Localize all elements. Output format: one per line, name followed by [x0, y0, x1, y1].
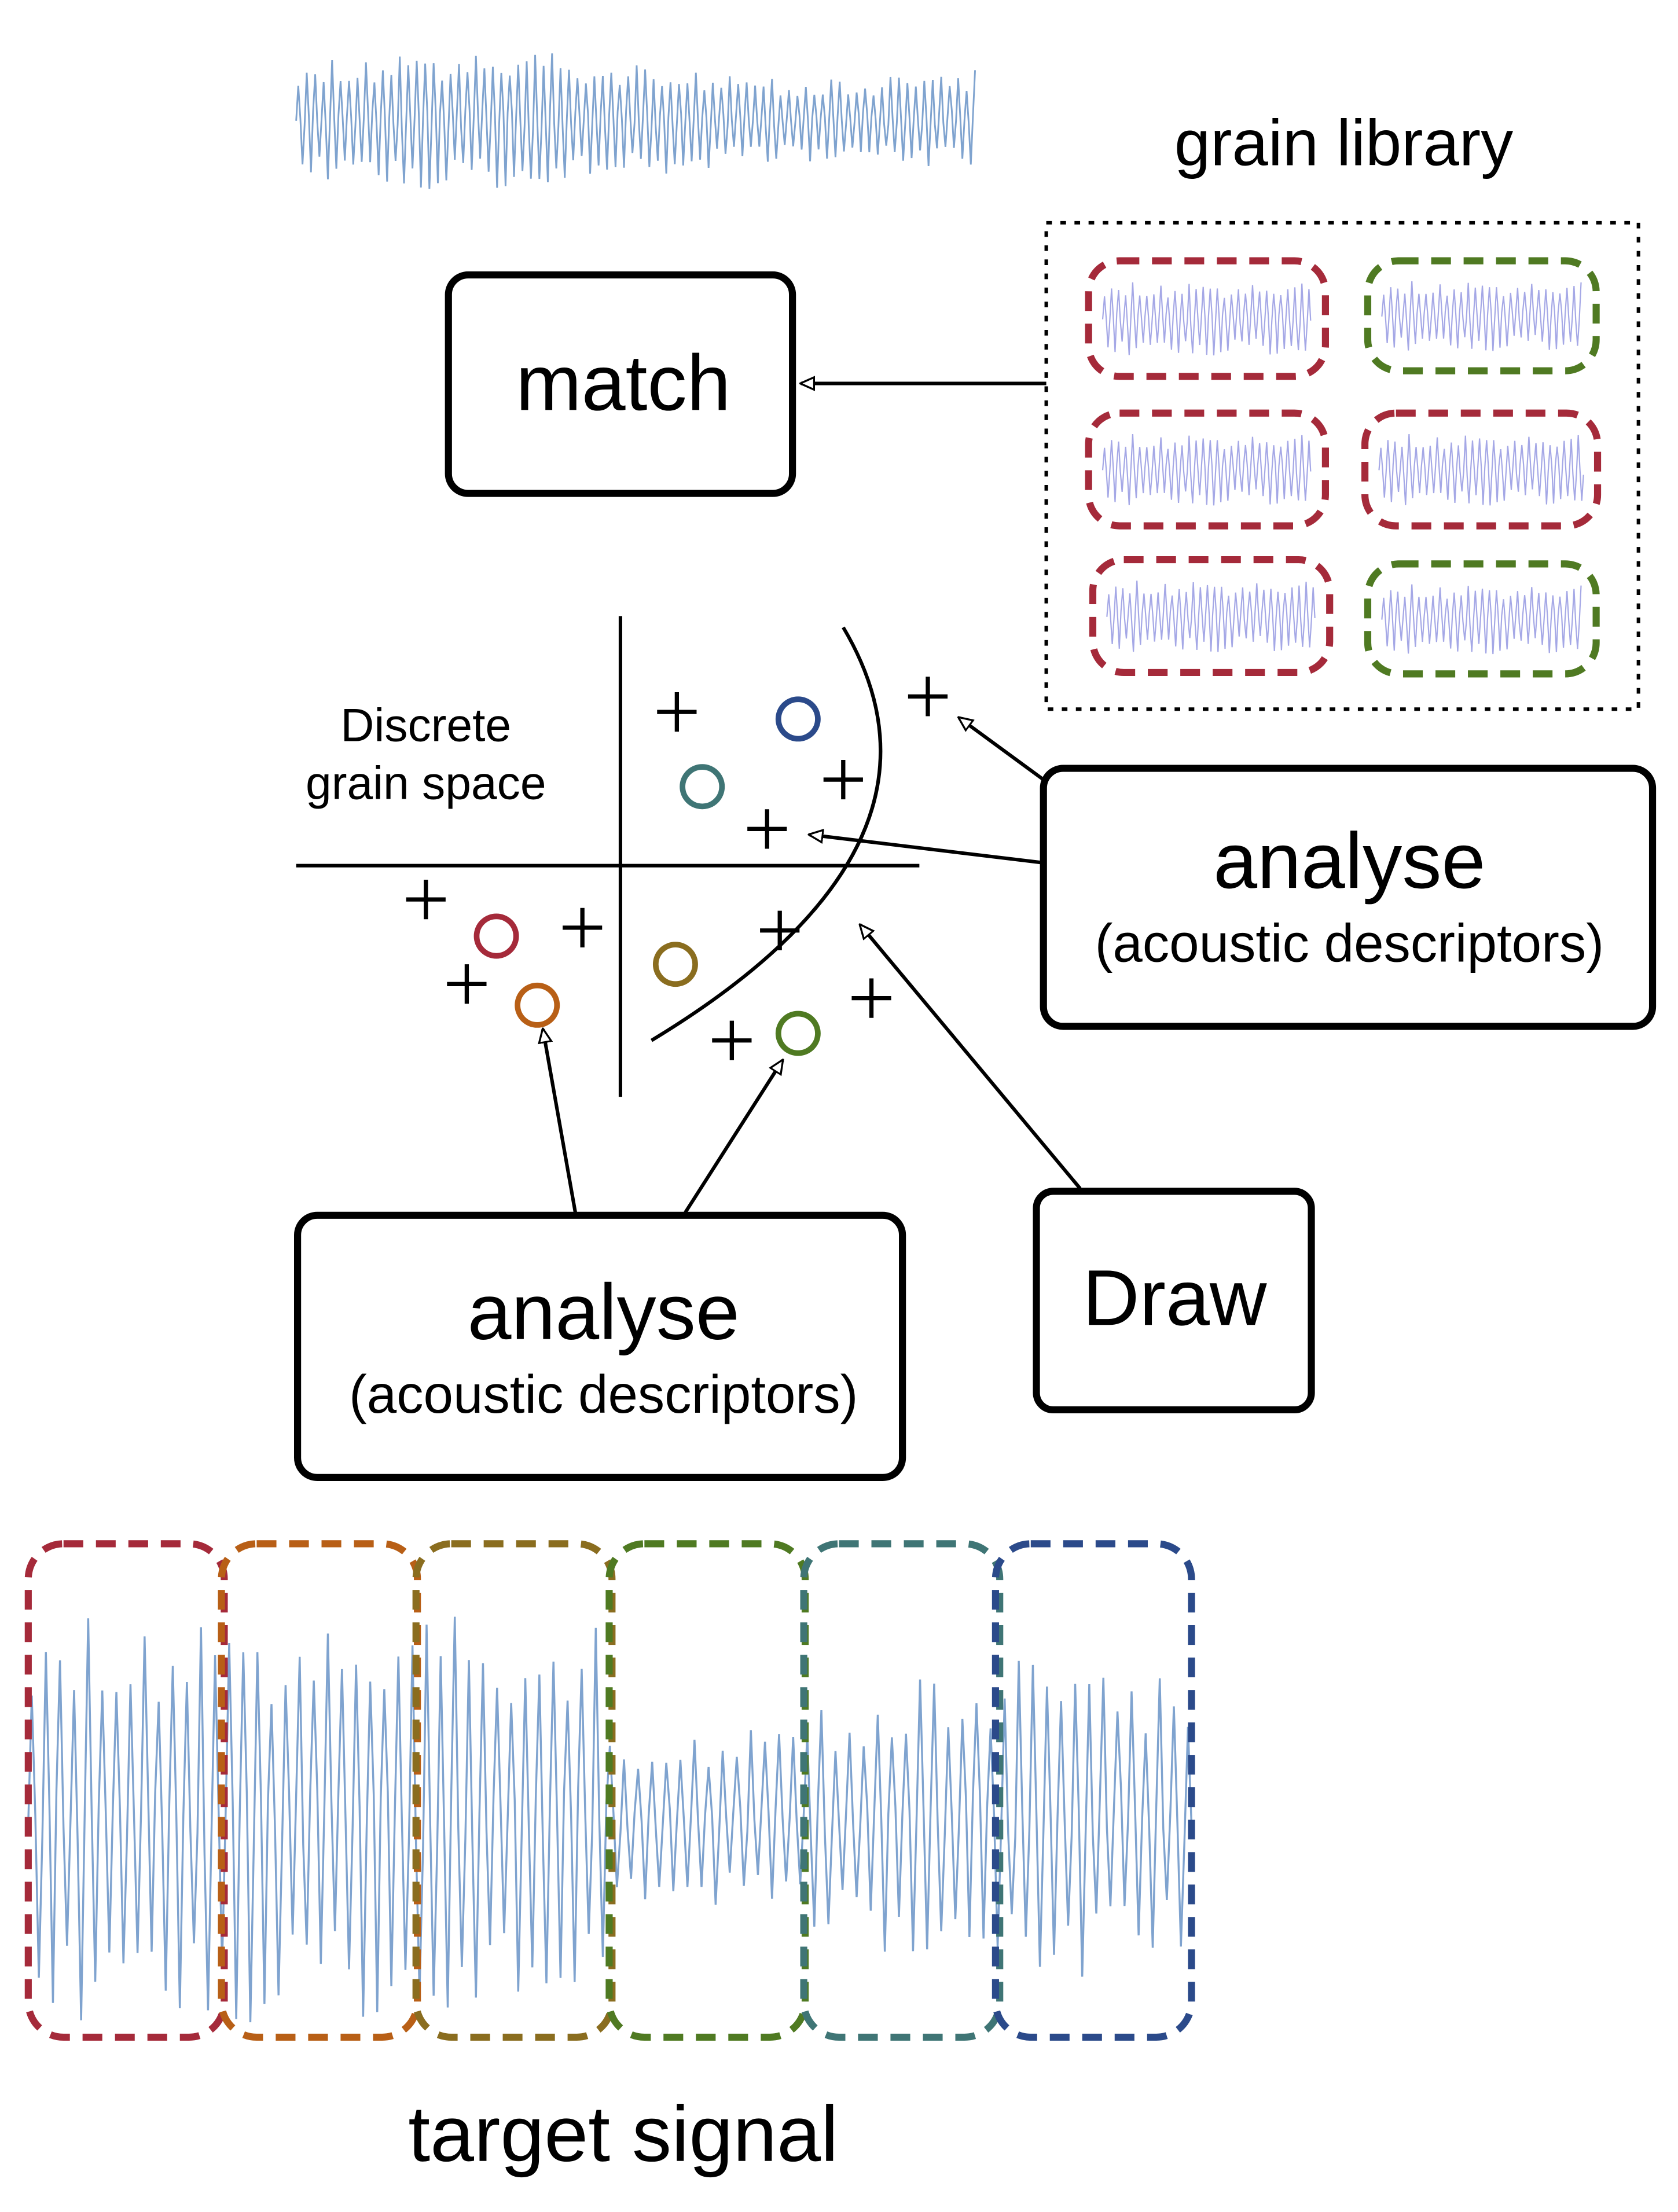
- circle-marker: [775, 696, 821, 742]
- target-segments: [24, 1540, 1195, 2041]
- analyse-subtitle: (acoustic descriptors): [349, 1364, 858, 1424]
- waveform: [1101, 433, 1312, 506]
- grain-boxes: [1085, 257, 1602, 678]
- grain-box: [1364, 560, 1600, 678]
- grain-library-title: grain library: [1174, 106, 1513, 179]
- segment-box: [800, 1540, 1004, 2041]
- circle-marker: [473, 913, 519, 959]
- plus-marker: [747, 809, 787, 849]
- analyse-box: [1040, 765, 1657, 1030]
- plus-marker: [657, 692, 697, 732]
- draw-label: Draw: [1082, 1254, 1267, 1342]
- circle-marker: [652, 942, 698, 987]
- analyse-title: analyse: [468, 1268, 740, 1356]
- plus-marker: [406, 880, 446, 920]
- plus-marker: [908, 677, 948, 716]
- waveform: [1106, 580, 1316, 652]
- match-box: [445, 271, 796, 497]
- circle-marker: [680, 764, 725, 810]
- arrow: [809, 835, 1044, 865]
- match-label: match: [516, 339, 730, 427]
- plus-marker: [563, 907, 603, 947]
- grain-points: [406, 677, 948, 1060]
- waveform: [1101, 282, 1312, 356]
- arrow: [684, 1060, 783, 1214]
- grain-box: [1361, 409, 1602, 530]
- grain-space-label: grain space: [306, 757, 546, 809]
- waveform: [1381, 584, 1582, 655]
- waveform: [295, 53, 976, 189]
- draw-box: [1033, 1188, 1315, 1414]
- arrow: [860, 925, 1082, 1190]
- analyse-subtitle: (acoustic descriptors): [1095, 913, 1604, 973]
- plus-marker: [712, 1020, 752, 1060]
- plus-marker: [760, 910, 800, 950]
- arrow: [959, 718, 1045, 781]
- plus-marker: [447, 964, 487, 1004]
- waveform: [1381, 281, 1582, 351]
- target-signal-title: target signal: [408, 2090, 838, 2178]
- grain-box: [1364, 257, 1600, 374]
- waveform: [1378, 433, 1584, 506]
- circle-marker: [515, 982, 560, 1028]
- plus-marker: [851, 978, 891, 1018]
- arrow: [543, 1029, 577, 1213]
- plus-marker: [823, 759, 863, 800]
- segment-box: [992, 1540, 1195, 2041]
- analyse-title: analyse: [1213, 817, 1485, 905]
- circle-marker: [775, 1011, 821, 1056]
- analyse-box: [294, 1211, 906, 1481]
- grain-space-label: Discrete: [340, 700, 511, 752]
- segment-box: [24, 1540, 228, 2041]
